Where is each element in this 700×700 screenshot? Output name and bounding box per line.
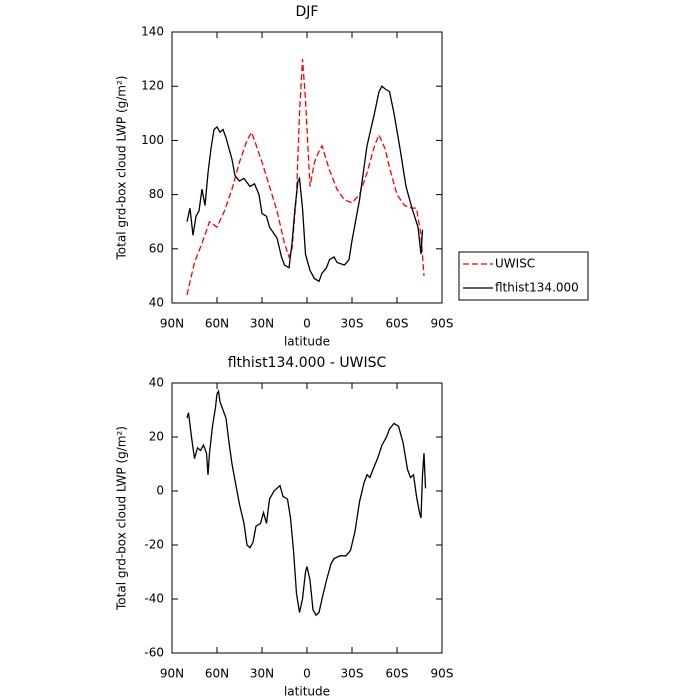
x-tick-label: 90S: [431, 667, 454, 681]
legend-label: flthist134.000: [495, 281, 579, 295]
y-tick-label: 60: [149, 241, 164, 255]
x-tick-label: 60S: [386, 317, 409, 331]
y-axis-label: Total grd-box cloud LWP (g/m²): [115, 426, 129, 611]
y-tick-label: 120: [141, 79, 164, 93]
x-axis-label: latitude: [284, 335, 330, 349]
legend-box: [458, 251, 589, 301]
plot-frame: [171, 31, 443, 304]
y-tick-label: 20: [149, 430, 164, 444]
y-tick-label: -40: [144, 592, 164, 606]
x-tick-label: 0: [303, 667, 311, 681]
x-tick-label: 60N: [205, 317, 229, 331]
y-tick-label: 100: [141, 133, 164, 147]
y-tick-label: 0: [156, 484, 164, 498]
chart-title: DJF: [296, 4, 319, 20]
x-tick-label: 90S: [431, 317, 454, 331]
x-tick-label: 30S: [341, 667, 364, 681]
x-tick-label: 30N: [250, 667, 274, 681]
y-tick-label: -60: [144, 646, 164, 660]
y-tick-label: 40: [149, 296, 164, 310]
x-axis-label: latitude: [284, 685, 330, 699]
x-tick-label: 0: [303, 317, 311, 331]
x-tick-label: 90N: [160, 667, 184, 681]
x-tick-label: 30N: [250, 317, 274, 331]
data-line: [186, 85, 424, 283]
y-axis-label: Total grd-box cloud LWP (g/m²): [115, 76, 129, 261]
y-tick-label: 140: [141, 25, 164, 39]
x-tick-label: 60N: [205, 667, 229, 681]
legend-label: UWISC: [495, 257, 535, 271]
y-tick-label: -20: [144, 538, 164, 552]
chart-title: flthist134.000 - UWISC: [228, 355, 387, 371]
data-line: [186, 59, 425, 296]
y-tick-label: 80: [149, 187, 164, 201]
data-line: [186, 389, 427, 617]
y-tick-label: 40: [149, 376, 164, 390]
x-tick-label: 30S: [341, 317, 364, 331]
x-tick-label: 60S: [386, 667, 409, 681]
x-tick-label: 90N: [160, 317, 184, 331]
